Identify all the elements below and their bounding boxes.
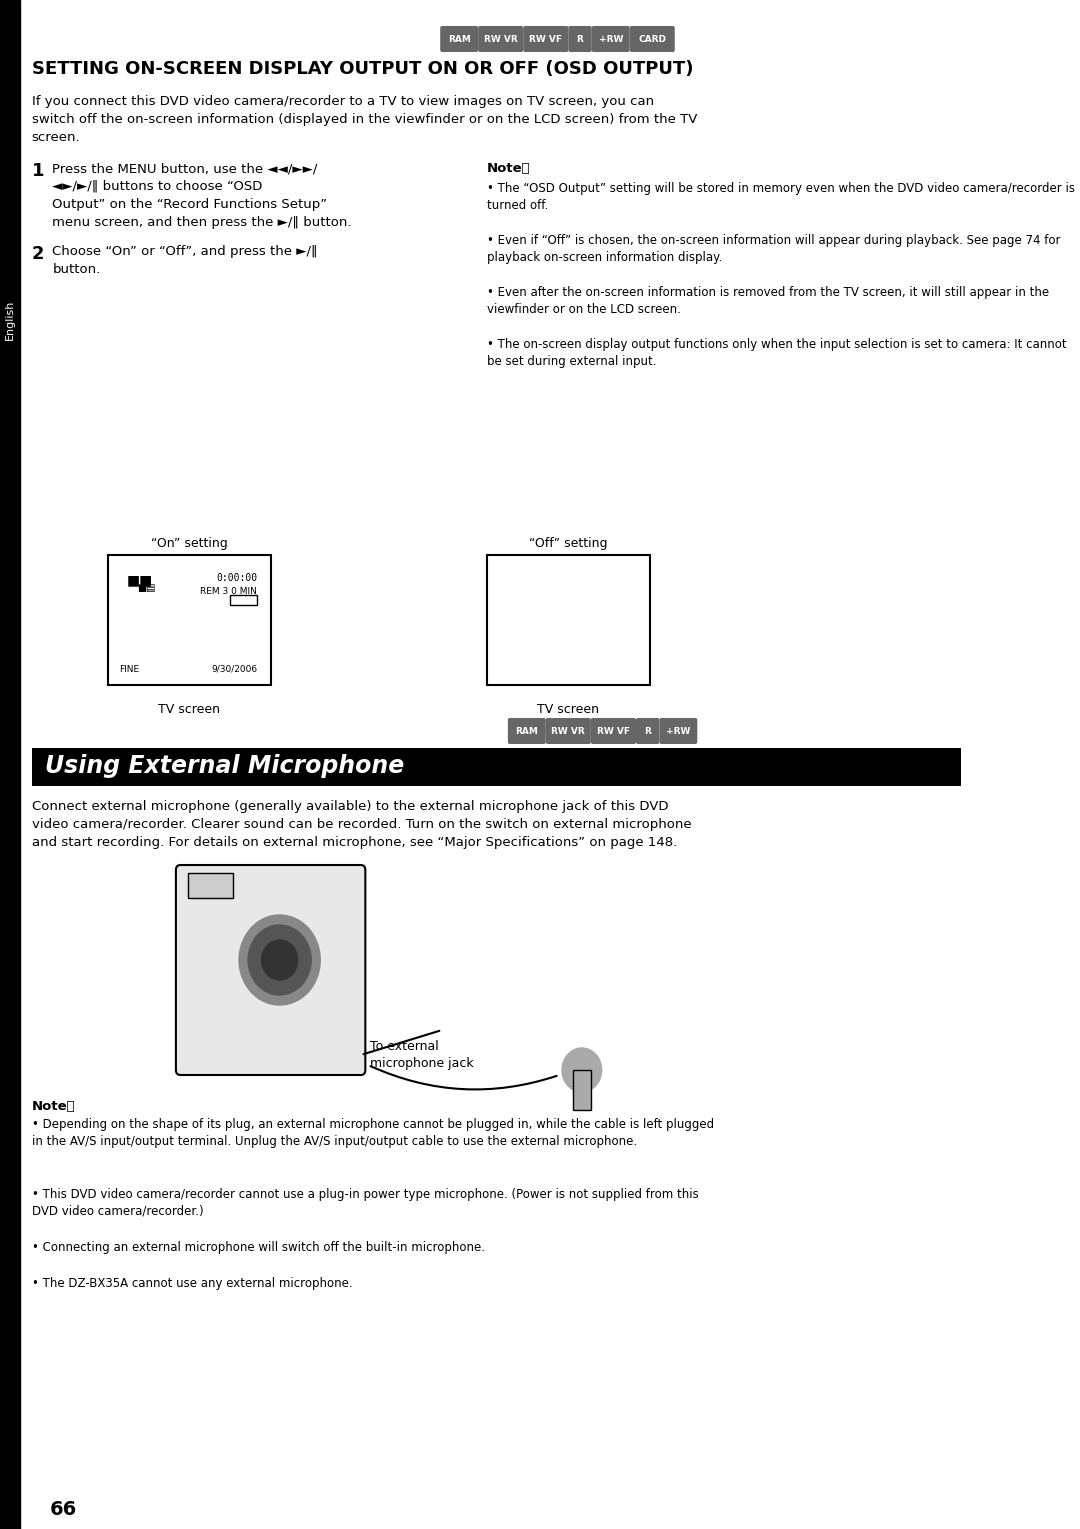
Text: ■▤: ■▤ <box>137 583 156 593</box>
Text: R: R <box>577 35 583 43</box>
Bar <box>188 873 232 898</box>
Circle shape <box>239 914 321 1005</box>
Text: +RW: +RW <box>598 35 623 43</box>
Text: • This DVD video camera/recorder cannot use a plug-in power type microphone. (Po: • This DVD video camera/recorder cannot … <box>31 1188 699 1219</box>
Text: RW VF: RW VF <box>597 726 630 735</box>
Text: RW VR: RW VR <box>552 726 585 735</box>
Text: ■■: ■■ <box>126 573 152 587</box>
Text: • Even if “Off” is chosen, the on-screen information will appear during playback: • Even if “Off” is chosen, the on-screen… <box>487 234 1061 265</box>
Text: • Even after the on-screen information is removed from the TV screen, it will st: • Even after the on-screen information i… <box>487 286 1050 317</box>
Text: RAM: RAM <box>448 35 471 43</box>
Text: Note：: Note： <box>487 162 530 174</box>
Text: “On” setting: “On” setting <box>151 537 228 550</box>
Text: FINE: FINE <box>119 665 139 674</box>
Text: R: R <box>645 726 651 735</box>
FancyBboxPatch shape <box>630 26 675 52</box>
Text: • Connecting an external microphone will switch off the built-in microphone.: • Connecting an external microphone will… <box>31 1242 485 1254</box>
Text: • The “OSD Output” setting will be stored in memory even when the DVD video came: • The “OSD Output” setting will be store… <box>487 182 1075 213</box>
FancyBboxPatch shape <box>176 865 365 1075</box>
Text: 0:00:00: 0:00:00 <box>216 573 257 583</box>
Text: English: English <box>5 300 15 339</box>
Text: RW VR: RW VR <box>484 35 517 43</box>
Text: Using External Microphone: Using External Microphone <box>45 754 404 778</box>
Text: To external
microphone jack: To external microphone jack <box>369 1040 473 1070</box>
Bar <box>0 0 19 1529</box>
Text: 1: 1 <box>31 162 44 180</box>
FancyBboxPatch shape <box>478 26 523 52</box>
FancyBboxPatch shape <box>592 26 630 52</box>
Text: 9/30/2006: 9/30/2006 <box>211 665 257 674</box>
Text: +RW: +RW <box>666 726 690 735</box>
FancyBboxPatch shape <box>545 719 591 745</box>
FancyBboxPatch shape <box>523 26 568 52</box>
Text: • Depending on the shape of its plug, an external microphone cannot be plugged i: • Depending on the shape of its plug, an… <box>31 1118 714 1148</box>
Text: • The on-screen display output functions only when the input selection is set to: • The on-screen display output functions… <box>487 338 1067 368</box>
Text: RW VF: RW VF <box>529 35 563 43</box>
Text: “Off” setting: “Off” setting <box>529 537 608 550</box>
Bar <box>487 555 649 685</box>
Circle shape <box>562 1047 602 1092</box>
Text: Note：: Note： <box>31 1099 76 1113</box>
Text: 66: 66 <box>50 1500 77 1518</box>
Text: REM 3 0 MIN: REM 3 0 MIN <box>200 587 257 596</box>
FancyBboxPatch shape <box>568 26 592 52</box>
Text: Connect external microphone (generally available) to the external microphone jac: Connect external microphone (generally a… <box>31 800 691 849</box>
Bar <box>230 595 257 605</box>
Text: TV screen: TV screen <box>159 703 220 716</box>
Text: CARD: CARD <box>638 35 666 43</box>
FancyBboxPatch shape <box>660 719 698 745</box>
FancyBboxPatch shape <box>591 719 636 745</box>
Text: SETTING ON-SCREEN DISPLAY OUTPUT ON OR OFF (OSD OUTPUT): SETTING ON-SCREEN DISPLAY OUTPUT ON OR O… <box>31 60 693 78</box>
Bar <box>31 748 961 786</box>
FancyBboxPatch shape <box>441 26 478 52</box>
Text: TV screen: TV screen <box>538 703 599 716</box>
Circle shape <box>261 940 298 980</box>
Text: Choose “On” or “Off”, and press the ►/‖
button.: Choose “On” or “Off”, and press the ►/‖ … <box>52 245 318 277</box>
FancyBboxPatch shape <box>636 719 660 745</box>
Bar <box>108 555 271 685</box>
Text: 2: 2 <box>31 245 44 263</box>
Circle shape <box>248 925 311 995</box>
Text: • The DZ-BX35A cannot use any external microphone.: • The DZ-BX35A cannot use any external m… <box>31 1277 352 1290</box>
Text: If you connect this DVD video camera/recorder to a TV to view images on TV scree: If you connect this DVD video camera/rec… <box>31 95 697 144</box>
Text: RAM: RAM <box>515 726 538 735</box>
Text: Press the MENU button, use the ◄◄/►►/
◄►/►/‖ buttons to choose “OSD
Output” on t: Press the MENU button, use the ◄◄/►►/ ◄►… <box>52 162 352 229</box>
Bar <box>572 1070 591 1110</box>
FancyBboxPatch shape <box>508 719 545 745</box>
